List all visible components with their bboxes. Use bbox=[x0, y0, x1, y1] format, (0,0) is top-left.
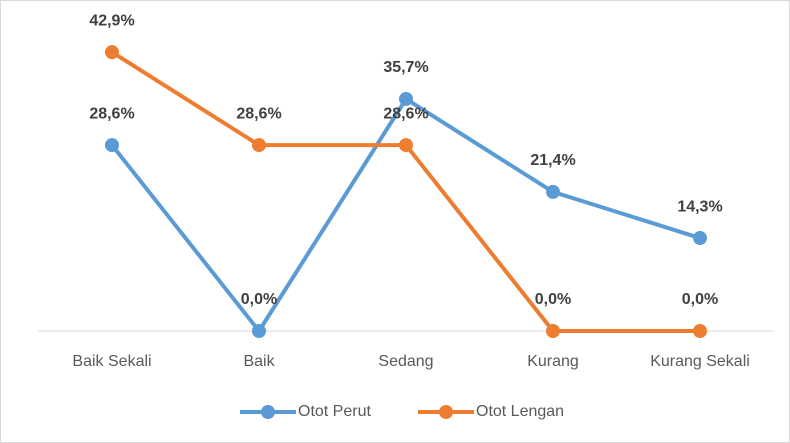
point bbox=[693, 324, 707, 338]
point bbox=[252, 324, 266, 338]
data-label: 28,6% bbox=[89, 105, 134, 122]
point bbox=[546, 184, 560, 199]
x-tick-label: Kurang bbox=[527, 353, 579, 370]
data-label: 0,0% bbox=[682, 291, 718, 308]
point bbox=[693, 231, 707, 246]
legend-marker bbox=[261, 405, 275, 419]
data-label: 14,3% bbox=[677, 198, 722, 215]
data-label: 35,7% bbox=[383, 59, 428, 76]
point bbox=[105, 138, 119, 153]
legend-label: Otot Lengan bbox=[476, 403, 564, 420]
x-tick-label: Kurang Sekali bbox=[650, 353, 750, 370]
data-label: 28,6% bbox=[383, 105, 428, 122]
point bbox=[399, 138, 413, 153]
x-tick-label: Baik bbox=[243, 353, 275, 370]
data-label: 21,4% bbox=[530, 152, 575, 169]
x-tick-label: Sedang bbox=[378, 353, 433, 370]
legend-marker bbox=[439, 405, 453, 419]
point bbox=[546, 324, 560, 338]
point bbox=[399, 91, 413, 106]
point bbox=[252, 138, 266, 153]
data-label: 28,6% bbox=[236, 105, 281, 122]
point bbox=[105, 45, 119, 60]
x-tick-label: Baik Sekali bbox=[72, 353, 151, 370]
legend-label: Otot Perut bbox=[298, 403, 371, 420]
data-label: 0,0% bbox=[535, 291, 571, 308]
data-label: 42,9% bbox=[89, 12, 134, 29]
data-label: 0,0% bbox=[241, 291, 277, 308]
